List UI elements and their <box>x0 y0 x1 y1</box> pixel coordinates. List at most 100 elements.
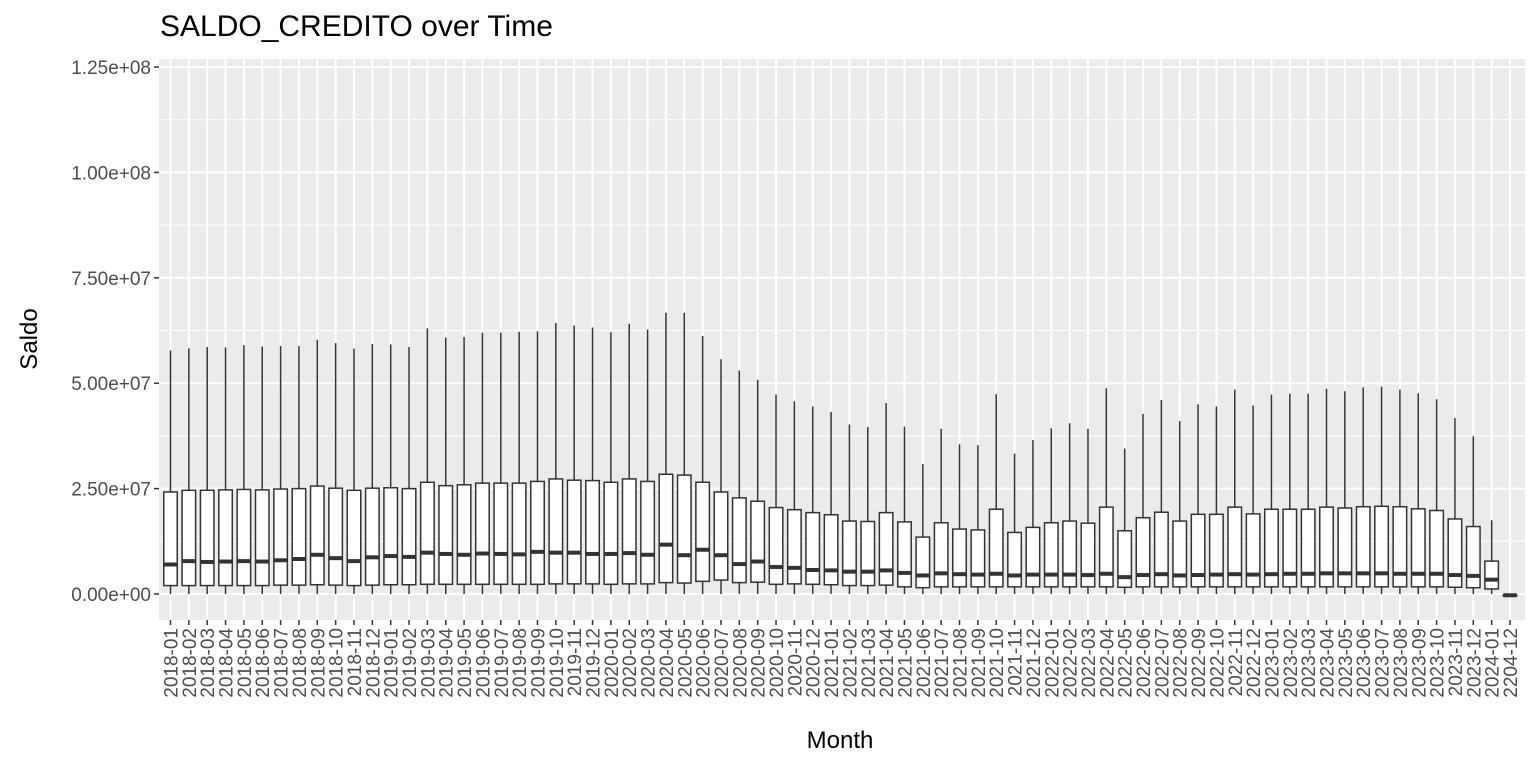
box-iqr <box>273 488 289 586</box>
x-tick-label: 2023-11 <box>1446 628 1467 696</box>
box-2019-04 <box>438 337 454 594</box>
box-iqr <box>291 487 307 586</box>
box-2018-05 <box>236 345 252 594</box>
box-2021-08 <box>952 444 968 594</box>
x-tick-label: 2023-12 <box>1464 628 1485 698</box>
box-iqr <box>493 482 509 586</box>
box-2024-01 <box>1484 520 1500 594</box>
box-2022-04 <box>1098 388 1114 594</box>
x-tick-label: 2022-03 <box>1079 628 1100 698</box>
x-tick-label: 2018-03 <box>198 628 219 698</box>
box-iqr <box>1153 511 1169 588</box>
box-iqr <box>309 485 325 586</box>
box-iqr <box>658 473 674 584</box>
x-tick-label: 2020-03 <box>639 628 660 698</box>
x-tick-label: 2022-10 <box>1207 628 1228 698</box>
box-iqr <box>566 479 582 585</box>
box-iqr <box>695 481 711 583</box>
box-iqr <box>933 521 949 588</box>
x-tick-label: 2020-09 <box>749 628 770 698</box>
x-tick-label: 2018-12 <box>363 628 384 698</box>
box-2020-03 <box>640 329 656 594</box>
box-iqr <box>952 528 968 588</box>
x-tick-label: 2021-12 <box>1024 628 1045 698</box>
box-2020-08 <box>731 370 747 594</box>
x-tick-label: 2021-10 <box>987 628 1008 698</box>
x-tick-label: 2020-10 <box>767 628 788 698</box>
y-tick-label: 5.00e+07 <box>71 374 151 395</box>
box-iqr <box>1208 513 1224 588</box>
box-2019-08 <box>511 331 527 594</box>
box-2018-10 <box>328 343 344 594</box>
box-2020-12 <box>805 406 821 594</box>
box-2022-05 <box>1117 448 1133 594</box>
box-2019-02 <box>401 346 417 594</box>
x-axis: 2018-012018-022018-032018-042018-052018-… <box>162 620 1522 698</box>
box-iqr <box>1282 508 1298 588</box>
box-2023-05 <box>1337 391 1353 594</box>
box-iqr <box>419 481 435 586</box>
box-iqr <box>474 482 490 586</box>
box-2021-05 <box>896 426 912 594</box>
box-2021-04 <box>878 403 894 594</box>
x-tick-label: 2021-01 <box>822 628 843 698</box>
box-iqr <box>1117 530 1133 589</box>
box-iqr <box>915 536 931 589</box>
box-2022-08 <box>1172 421 1188 594</box>
x-tick-label: 2019-04 <box>437 628 458 698</box>
x-tick-label: 2023-03 <box>1299 628 1320 698</box>
box-iqr <box>1319 506 1335 588</box>
box-2021-12 <box>1025 440 1041 594</box>
x-tick-label: 2020-02 <box>620 628 641 698</box>
box-iqr <box>529 480 545 586</box>
box-iqr <box>1374 505 1390 588</box>
box-2019-07 <box>493 332 509 594</box>
box-2022-11 <box>1227 389 1243 594</box>
box-2204-12 <box>1502 593 1518 598</box>
box-iqr <box>841 520 857 587</box>
x-tick-label: 2019-09 <box>528 628 549 698</box>
box-2023-08 <box>1392 389 1408 594</box>
box-2020-04 <box>658 312 674 594</box>
box-2021-07 <box>933 428 949 594</box>
box-iqr <box>163 491 178 587</box>
box-iqr <box>401 487 417 586</box>
x-tick-label: 2018-02 <box>180 628 201 698</box>
box-2018-01 <box>163 350 178 594</box>
x-tick-label: 2019-07 <box>492 628 513 698</box>
x-tick-label: 2018-10 <box>327 628 348 698</box>
box-2019-05 <box>456 336 472 594</box>
box-2018-08 <box>291 346 307 594</box>
x-tick-label: 2021-11 <box>1006 628 1027 696</box>
x-tick-label: 2020-07 <box>712 628 733 698</box>
box-2018-07 <box>273 346 289 594</box>
box-2020-10 <box>768 394 784 594</box>
x-tick-label: 2022-06 <box>1134 628 1155 698</box>
x-tick-label: 2022-09 <box>1189 628 1210 698</box>
box-2018-09 <box>309 339 325 594</box>
box-iqr <box>988 508 1004 588</box>
x-tick-label: 2023-02 <box>1281 628 1302 698</box>
box-iqr <box>181 489 197 587</box>
box-iqr <box>1190 513 1206 588</box>
x-tick-label: 2021-02 <box>840 628 861 698</box>
x-tick-label: 2019-03 <box>418 628 439 698</box>
x-tick-label: 2023-05 <box>1336 628 1357 698</box>
box-iqr <box>768 506 784 586</box>
y-axis: 0.00e+00 2.50e+07 5.00e+07 7.50e+07 1.00e+08… <box>71 58 159 606</box>
box-iqr <box>236 488 252 587</box>
x-tick-label: 2019-05 <box>455 628 476 698</box>
box-2023-06 <box>1355 387 1371 594</box>
y-tick-label: 1.00e+08 <box>71 163 151 184</box>
x-tick-label: 2019-06 <box>473 628 494 698</box>
box-2019-10 <box>548 322 564 594</box>
box-2020-06 <box>695 335 711 594</box>
x-tick-label: 2018-09 <box>308 628 329 698</box>
x-tick-label: 2020-08 <box>730 628 751 698</box>
box-iqr <box>548 478 564 585</box>
box-2023-04 <box>1319 388 1335 594</box>
box-2018-03 <box>199 346 215 594</box>
box-2023-02 <box>1282 393 1298 594</box>
box-iqr <box>713 491 729 581</box>
